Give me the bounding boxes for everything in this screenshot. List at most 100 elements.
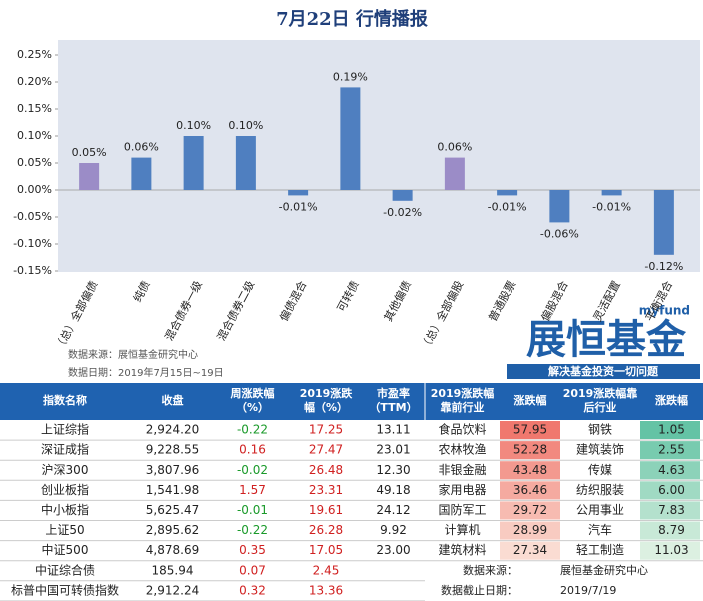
- x-tick-label: 纯债: [130, 278, 153, 304]
- heat-cell: [500, 481, 560, 500]
- table-cell: 9.92: [380, 523, 407, 537]
- heat-cell: [640, 421, 700, 440]
- logo-small: myfund: [639, 304, 690, 318]
- plot-bg: [58, 40, 700, 272]
- table-cell: 43.48: [513, 463, 547, 477]
- bar: [601, 190, 622, 196]
- y-tick-label: -0.10%: [13, 237, 52, 250]
- x-tick-label: 可转债: [334, 278, 362, 314]
- table-cell: 0.16: [239, 443, 266, 457]
- data-label: -0.02%: [383, 206, 422, 219]
- table-cell: 中小板指: [41, 502, 89, 517]
- y-tick-label: 0.20%: [17, 75, 52, 88]
- table-cell: -0.22: [237, 423, 268, 437]
- table-cell: 57.95: [513, 423, 547, 437]
- data-label: 0.10%: [176, 119, 211, 132]
- table-cell: 23.00: [376, 543, 410, 557]
- y-tick-label: -0.05%: [13, 210, 52, 223]
- table-header: 2019涨跌幅: [431, 386, 495, 400]
- bar: [444, 157, 465, 190]
- table-cell: 纺织服装: [576, 483, 624, 497]
- bar: [653, 190, 674, 255]
- table-header: （TTM）: [369, 401, 417, 414]
- y-tick-label: 0.25%: [17, 48, 52, 61]
- table-note: 数据截止日期：: [441, 583, 518, 597]
- heat-cell: [500, 521, 560, 540]
- table-cell: 6.00: [658, 483, 685, 497]
- bar: [549, 190, 570, 223]
- heat-cell: [640, 481, 700, 500]
- bar: [497, 190, 518, 196]
- heat-cell: [640, 521, 700, 540]
- bar: [131, 157, 152, 190]
- table-cell: 3,807.96: [146, 463, 199, 477]
- table-header: 后行业: [584, 400, 617, 414]
- table-cell: 2,924.20: [146, 423, 199, 437]
- table-header: 涨跌幅: [514, 393, 547, 407]
- table-cell: 28.99: [513, 523, 547, 537]
- y-tick-label: 0.05%: [17, 156, 52, 169]
- data-label: 0.05%: [72, 146, 107, 159]
- table-cell: 沪深300: [42, 463, 89, 477]
- table-cell: 建筑材料: [438, 542, 486, 557]
- table-cell: -0.02: [237, 463, 268, 477]
- table-cell: 29.72: [513, 503, 547, 517]
- table-header: 靠前行业: [441, 400, 485, 414]
- table-cell: 185.94: [152, 563, 194, 577]
- table-header: 幅（%）: [304, 400, 348, 414]
- heat-cell: [640, 541, 700, 560]
- table-cell: 非银金融: [438, 462, 486, 477]
- table-cell: 0.32: [239, 583, 266, 597]
- bar: [235, 136, 256, 190]
- table-cell: 4.63: [658, 463, 685, 477]
- note: 数据日期：2019年7月15日~19日: [68, 366, 224, 379]
- table-cell: 26.48: [309, 463, 343, 477]
- table-cell: 17.05: [309, 543, 343, 557]
- table-cell: 家用电器: [438, 482, 486, 497]
- data-label: -0.06%: [540, 227, 579, 240]
- table-cell: 19.61: [309, 503, 343, 517]
- x-tick-label: （总）全部偏债: [52, 278, 101, 353]
- table-cell: 中证500: [42, 542, 89, 557]
- table-cell: 2,895.62: [146, 523, 199, 537]
- table-header: （%）: [236, 401, 269, 414]
- slogan: 解决基金投资一切问题: [548, 364, 659, 378]
- slogan-bg: [507, 364, 700, 379]
- x-tick-label: 普通股票: [485, 278, 518, 323]
- y-tick-label: 0.15%: [17, 102, 52, 115]
- table-cell: 2,912.24: [146, 583, 199, 597]
- table-note: 2019/7/19: [560, 584, 616, 597]
- table-cell: 49.18: [376, 483, 410, 497]
- table-cell: 12.30: [376, 463, 410, 477]
- table-header: 涨跌幅: [655, 393, 688, 407]
- heat-cell: [500, 541, 560, 560]
- table-note: 展恒基金研究中心: [560, 563, 648, 577]
- heat-cell: [640, 501, 700, 520]
- heat-cell: [640, 441, 700, 460]
- table-cell: 52.28: [513, 443, 547, 457]
- y-tick-label: 0.10%: [17, 129, 52, 142]
- table-cell: 计算机: [444, 522, 480, 537]
- table-cell: 27.47: [309, 443, 343, 457]
- heat-cell: [500, 441, 560, 460]
- data-label: 0.10%: [228, 119, 263, 132]
- heat-cell: [500, 501, 560, 520]
- table-cell: 23.31: [309, 483, 343, 497]
- x-tick-label: 偏债混合: [276, 278, 309, 323]
- heat-cell: [500, 421, 560, 440]
- table-cell: 4,878.69: [146, 543, 199, 557]
- table-cell: 上证50: [45, 523, 84, 537]
- table-header: 2019涨跌: [300, 386, 354, 400]
- table-cell: 轻工制造: [576, 543, 624, 557]
- bar: [340, 87, 361, 190]
- data-label: 0.19%: [333, 70, 368, 83]
- table-cell: -0.01: [237, 503, 268, 517]
- table-cell: 钢铁: [588, 423, 612, 437]
- table-cell: 深证成指: [41, 442, 89, 457]
- bar: [288, 190, 309, 196]
- table-cell: 1,541.98: [146, 483, 199, 497]
- table-cell: 国防军工: [438, 502, 486, 517]
- table-header: 市盈率: [377, 386, 410, 400]
- table-header: 指数名称: [43, 393, 87, 407]
